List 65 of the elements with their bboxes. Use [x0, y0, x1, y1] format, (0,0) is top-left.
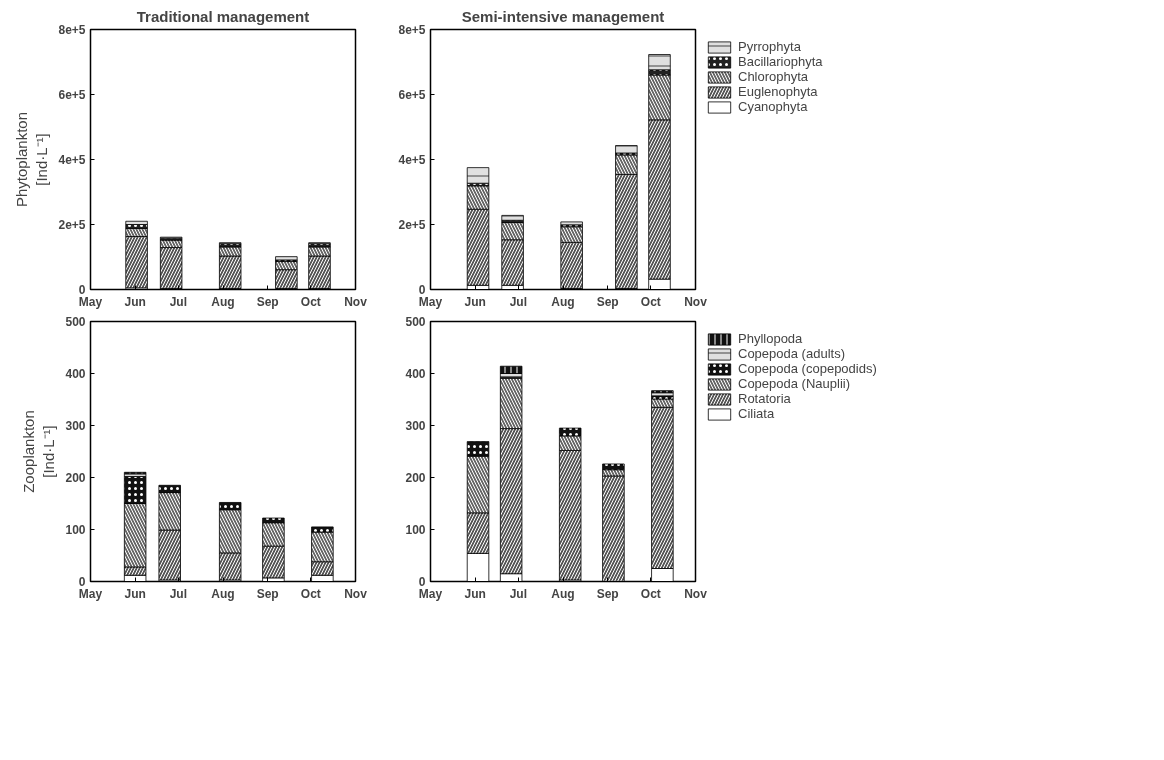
x-tick-label: May: [418, 586, 443, 601]
x-tick-label: Jun: [124, 586, 146, 601]
x-tick-label: May: [418, 294, 443, 309]
x-tick-label: Nov: [684, 294, 708, 309]
x-tick-label: Oct: [300, 294, 321, 309]
legend-label: Copepoda (copepodids): [738, 361, 877, 376]
x-tick-label: Jun: [464, 294, 486, 309]
y-tick-label: 100: [65, 523, 86, 537]
y-tick-label: 6e+5: [58, 88, 86, 102]
y-tick-label: 8e+5: [58, 23, 86, 37]
legend-label: Chlorophyta: [738, 69, 809, 84]
x-tick-label: Jul: [169, 294, 188, 309]
x-tick-label: Aug: [551, 294, 575, 309]
y-tick-label: 100: [405, 523, 426, 537]
x-tick-label: Sep: [596, 586, 619, 601]
x-tick-label: Aug: [211, 586, 235, 601]
x-tick-label: Nov: [344, 294, 368, 309]
x-tick-label: Jun: [124, 294, 146, 309]
legend-label: Cyanophyta: [738, 99, 808, 114]
y-tick-label: 0: [418, 575, 426, 589]
x-tick-label: Nov: [684, 586, 708, 601]
legend-label: Copepoda (Nauplii): [738, 376, 851, 391]
y-tick-label: 400: [65, 367, 86, 381]
legend-label: Euglenophyta: [738, 84, 818, 99]
x-tick-label: Nov: [344, 586, 368, 601]
y-tick-label: 0: [418, 283, 426, 297]
x-tick-label: Jul: [169, 586, 188, 601]
x-tick-label: May: [78, 586, 103, 601]
legend-label: Rotatoria: [738, 391, 791, 406]
x-tick-label: Oct: [300, 586, 321, 601]
x-tick-label: Aug: [551, 586, 575, 601]
x-tick-label: Sep: [596, 294, 619, 309]
x-tick-label: Oct: [640, 294, 661, 309]
y-axis-title: Zooplankton [Ind·L⁻¹]: [20, 410, 58, 493]
legend-label: Ciliata: [738, 406, 775, 421]
y-tick-label: 4e+5: [58, 153, 86, 167]
chart-title: Traditional management: [136, 7, 310, 25]
legend-label: Phyllopoda: [738, 331, 803, 346]
y-tick-label: 4e+5: [398, 153, 426, 167]
y-tick-label: 500: [65, 315, 86, 329]
legend-label: Copepoda (adults): [738, 346, 845, 361]
x-tick-label: Sep: [256, 586, 279, 601]
y-tick-label: 6e+5: [398, 88, 426, 102]
x-tick-label: Sep: [256, 294, 279, 309]
y-tick-label: 200: [405, 471, 426, 485]
x-tick-label: Aug: [211, 294, 235, 309]
y-tick-label: 0: [78, 283, 86, 297]
y-tick-label: 300: [65, 419, 86, 433]
legend-label: Bacillariophyta: [738, 54, 823, 69]
x-tick-label: Jul: [509, 586, 528, 601]
y-tick-label: 0: [78, 575, 86, 589]
x-tick-label: Jun: [464, 586, 486, 601]
y-tick-label: 300: [405, 419, 426, 433]
y-tick-label: 2e+5: [398, 218, 426, 232]
x-tick-label: Jul: [509, 294, 528, 309]
y-axis-title: Phytoplankton [Ind·L⁻¹]: [13, 111, 51, 208]
y-tick-label: 500: [405, 315, 426, 329]
y-tick-label: 8e+5: [398, 23, 426, 37]
y-tick-label: 2e+5: [58, 218, 86, 232]
y-tick-label: 400: [405, 367, 426, 381]
legend-label: Pyrrophyta: [738, 39, 801, 54]
y-tick-label: 200: [65, 471, 86, 485]
chart-title: Semi-intensive management: [461, 7, 665, 25]
x-tick-label: Oct: [640, 586, 661, 601]
x-tick-label: May: [78, 294, 103, 309]
